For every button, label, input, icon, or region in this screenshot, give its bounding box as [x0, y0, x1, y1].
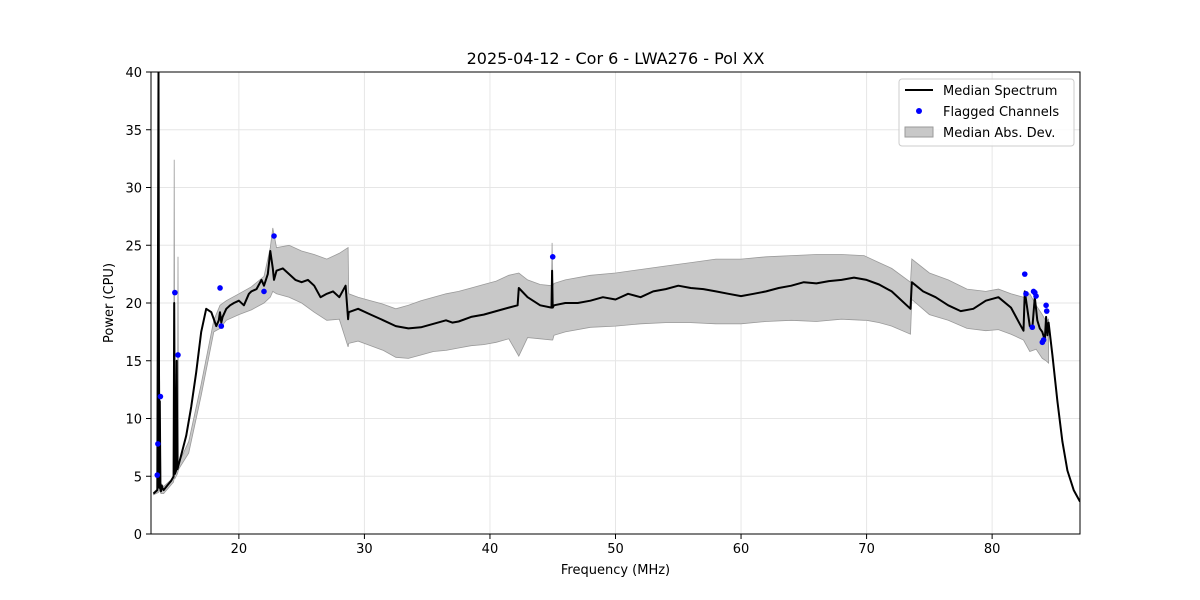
y-tick-label: 40 [125, 66, 142, 81]
flagged-channel-point [261, 288, 267, 295]
y-tick-label: 10 [125, 413, 142, 428]
x-axis-label: Frequency (MHz) [561, 563, 670, 578]
flagged-channel-point [157, 393, 164, 400]
flagged-channel-point [1043, 308, 1050, 314]
legend-entry-mad: Median Abs. Dev. [943, 126, 1055, 141]
y-tick-label: 5 [134, 470, 142, 485]
mad-band-group [153, 159, 1049, 496]
x-tick-label: 70 [858, 542, 875, 557]
median-spectrum-line [152, 72, 1080, 503]
flagged-channel-point [271, 233, 277, 239]
y-axis-ticks: 0 5 10 15 20 25 30 35 40 [125, 66, 151, 543]
flagged-channel-point [218, 323, 225, 329]
flagged-channel-point [1033, 293, 1039, 299]
legend-entry-flagged: Flagged Channels [943, 105, 1059, 120]
x-tick-label: 40 [482, 542, 499, 557]
x-axis-ticks: 20 30 40 50 60 70 80 [231, 534, 1001, 557]
x-tick-label: 60 [733, 542, 750, 557]
median-line-group [152, 72, 1080, 503]
flagged-channel-point [549, 253, 556, 260]
x-tick-label: 30 [356, 542, 373, 557]
legend-box [898, 78, 1075, 147]
flagged-channel-point [155, 441, 161, 447]
y-tick-label: 30 [125, 182, 142, 197]
flagged-channel-point [175, 352, 181, 358]
flagged-channel-point [1029, 324, 1036, 331]
y-tick-label: 20 [125, 297, 142, 312]
legend-dot-swatch [916, 108, 922, 114]
flagged-points-group [154, 233, 1050, 478]
x-tick-label: 80 [984, 542, 1001, 557]
chart-title: 2025-04-12 - Cor 6 - LWA276 - Pol XX [467, 49, 765, 68]
flagged-channel-point [1040, 337, 1047, 343]
x-tick-label: 50 [607, 542, 624, 557]
y-tick-label: 25 [125, 239, 142, 254]
flagged-channel-point [1021, 271, 1028, 277]
flagged-channel-point [1023, 290, 1029, 297]
flagged-channel-point [217, 285, 223, 291]
legend: Median Spectrum Flagged Channels Median … [898, 78, 1075, 147]
y-tick-label: 15 [125, 355, 142, 370]
y-axis-label: Power (CPU) [102, 263, 117, 343]
flagged-channel-point [154, 472, 161, 478]
flagged-channel-point [172, 289, 178, 296]
legend-entry-median: Median Spectrum [943, 84, 1057, 99]
flagged-channel-point [1043, 302, 1049, 309]
x-tick-label: 20 [231, 542, 248, 557]
y-tick-label: 0 [134, 528, 142, 543]
legend-band-swatch [904, 126, 934, 138]
y-tick-label: 35 [125, 124, 142, 139]
mad-band [153, 159, 1049, 496]
